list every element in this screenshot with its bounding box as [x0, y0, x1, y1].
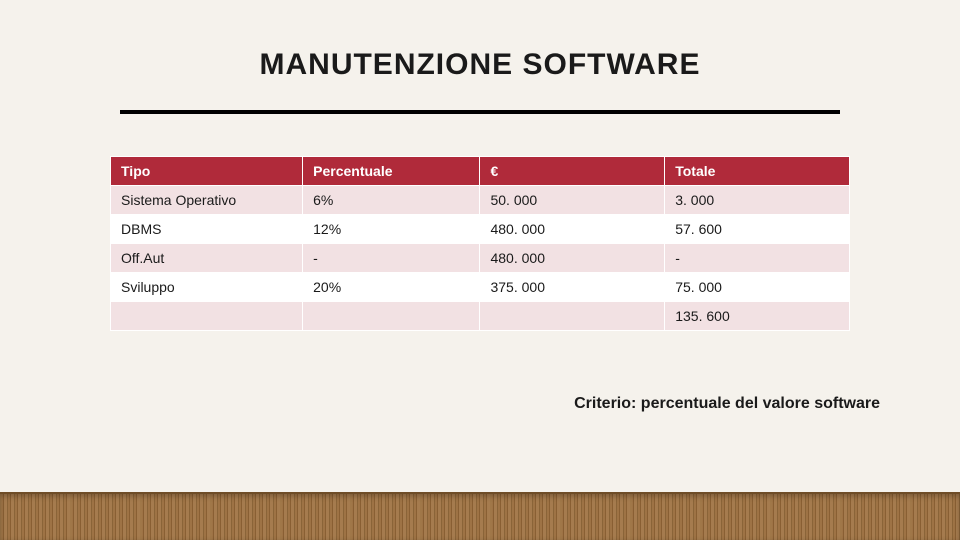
cell-totale: 75. 000	[665, 273, 850, 302]
table-row: Sviluppo 20% 375. 000 75. 000	[111, 273, 850, 302]
cell-tipo: Off.Aut	[111, 244, 303, 273]
cell-tipo: DBMS	[111, 215, 303, 244]
cell-percentuale: 20%	[303, 273, 480, 302]
slide: MANUTENZIONE SOFTWARE Tipo Percentuale €…	[0, 0, 960, 540]
cell-totale: 3. 000	[665, 186, 850, 215]
maintenance-table: Tipo Percentuale € Totale Sistema Operat…	[110, 156, 850, 331]
table-row: Sistema Operativo 6% 50. 000 3. 000	[111, 186, 850, 215]
cell-euro: 480. 000	[480, 244, 665, 273]
col-header-tipo: Tipo	[111, 157, 303, 186]
cell-tipo: Sviluppo	[111, 273, 303, 302]
cell-euro: 480. 000	[480, 215, 665, 244]
cell-tipo: Sistema Operativo	[111, 186, 303, 215]
cell-percentuale: 12%	[303, 215, 480, 244]
criterion-note: Criterio: percentuale del valore softwar…	[574, 395, 880, 413]
table-row: Off.Aut - 480. 000 -	[111, 244, 850, 273]
cell-totale: -	[665, 244, 850, 273]
col-header-euro: €	[480, 157, 665, 186]
table-row-total: 135. 600	[111, 302, 850, 331]
table-header-row: Tipo Percentuale € Totale	[111, 157, 850, 186]
cell-euro	[480, 302, 665, 331]
cell-percentuale: 6%	[303, 186, 480, 215]
cell-totale: 57. 600	[665, 215, 850, 244]
cell-tipo	[111, 302, 303, 331]
col-header-totale: Totale	[665, 157, 850, 186]
col-header-percentuale: Percentuale	[303, 157, 480, 186]
page-title: MANUTENZIONE SOFTWARE	[80, 48, 880, 82]
cell-euro: 50. 000	[480, 186, 665, 215]
table-row: DBMS 12% 480. 000 57. 600	[111, 215, 850, 244]
floor-texture	[0, 492, 960, 540]
cell-percentuale: -	[303, 244, 480, 273]
cell-euro: 375. 000	[480, 273, 665, 302]
title-underline	[120, 110, 840, 114]
cell-totale: 135. 600	[665, 302, 850, 331]
cell-percentuale	[303, 302, 480, 331]
